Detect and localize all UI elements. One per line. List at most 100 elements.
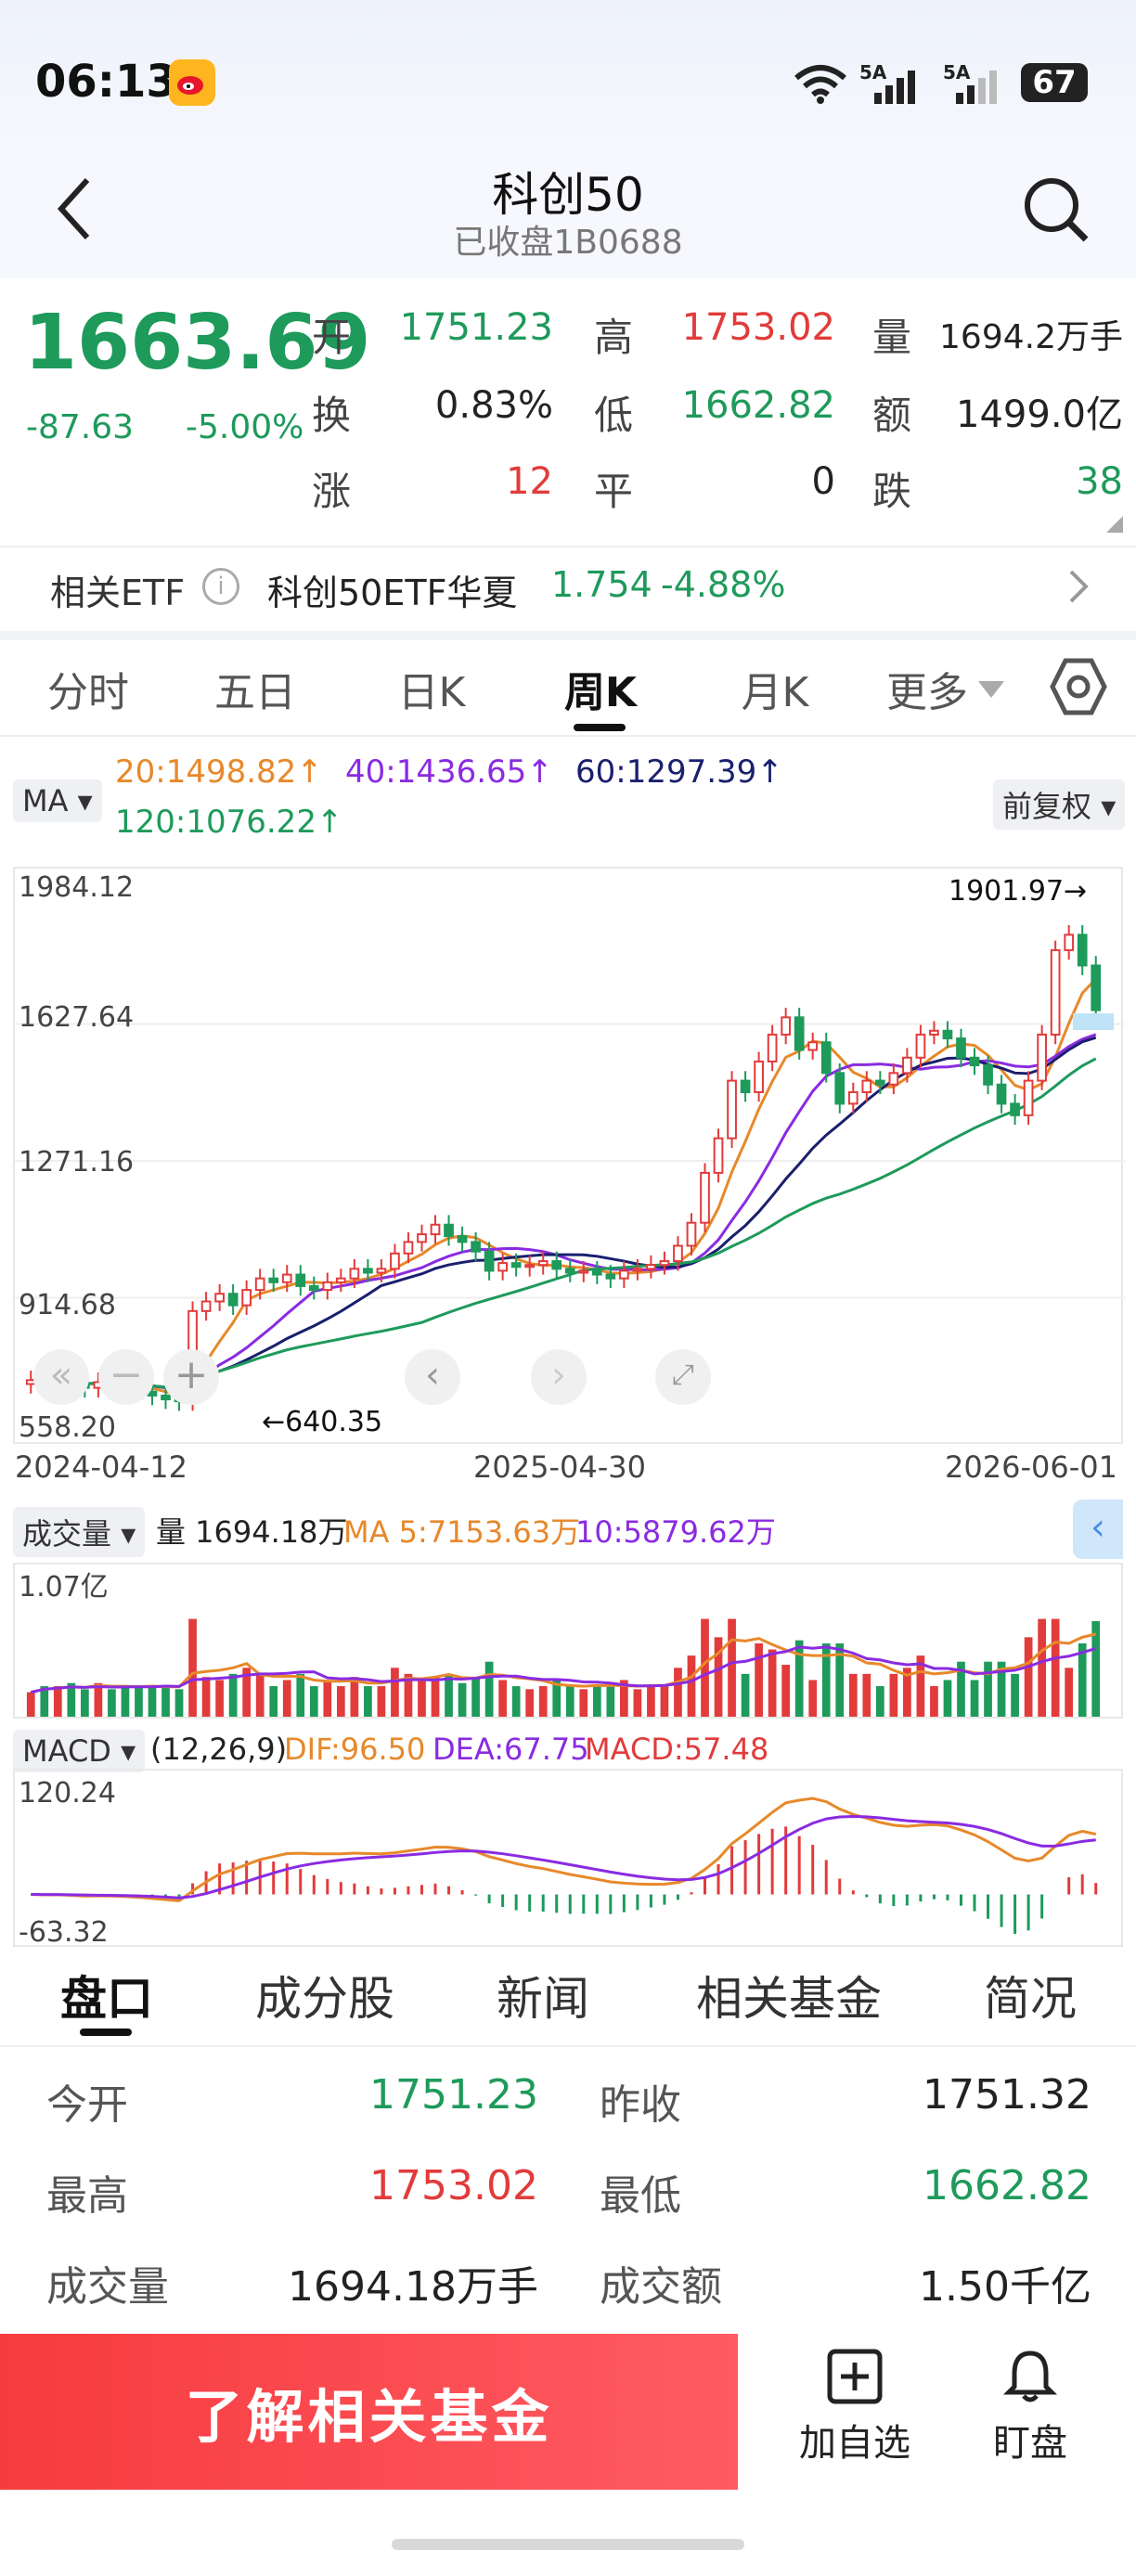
action-bar-right (738, 2334, 1136, 2490)
status-bar: 06:13 5A 5A 67 (0, 0, 1136, 158)
adjust-selector[interactable]: 前复权 ▾ (993, 779, 1126, 830)
tab-daily-k[interactable]: 日K (397, 669, 466, 716)
volume-bar (108, 1689, 116, 1717)
candle (1064, 934, 1075, 951)
settings-icon[interactable] (1049, 657, 1108, 720)
volume-bar (606, 1686, 615, 1717)
search-icon[interactable] (1021, 174, 1091, 249)
rewind-icon[interactable]: « (33, 1349, 89, 1405)
candle (363, 1268, 373, 1274)
volume-bar (794, 1640, 804, 1717)
volume-bar (741, 1673, 750, 1717)
back-icon[interactable] (56, 176, 93, 245)
indicator-selector[interactable]: MA ▾ (13, 779, 102, 822)
volume-bar (1038, 1618, 1046, 1717)
candle (335, 1277, 346, 1283)
volume-bar (135, 1686, 143, 1717)
macd-chart[interactable]: 120.24 -63.32 (13, 1769, 1123, 1949)
tab-overview[interactable]: 简况 (984, 1972, 1077, 2026)
candle (281, 1273, 292, 1283)
signal-label-2: 5A (943, 61, 971, 84)
collapse-panel-icon[interactable]: ‹ (1073, 1500, 1123, 1559)
volume-bar (579, 1689, 588, 1717)
dropdown-caret-icon[interactable] (978, 681, 1004, 698)
tab-monthly-k[interactable]: 月K (741, 669, 809, 716)
tab-handicap[interactable]: 盘口 (60, 1972, 153, 2026)
divider (0, 631, 1136, 640)
volume-bar (660, 1686, 669, 1717)
candle (619, 1269, 629, 1280)
tab-weekly-k[interactable]: 周K (563, 669, 638, 716)
tab-news[interactable]: 新闻 (497, 1972, 589, 2026)
candle (754, 1060, 764, 1094)
volume-bar (242, 1668, 252, 1717)
candle (200, 1300, 212, 1312)
volume-bar (633, 1689, 642, 1717)
candle (861, 1079, 872, 1094)
candle (740, 1079, 751, 1094)
etf-row[interactable]: 相关ETF i 科创50ETF华夏 1.754 -4.88% (0, 547, 1136, 631)
volume-bar (296, 1673, 305, 1717)
volume-bar (538, 1686, 548, 1717)
volume-bar (174, 1689, 184, 1717)
scroll-right-icon[interactable]: › (531, 1349, 587, 1405)
tab-constituents[interactable]: 成分股 (255, 1972, 394, 2026)
tab-more[interactable]: 更多 (886, 669, 968, 716)
volume-bar (848, 1673, 858, 1717)
home-indicator (392, 2539, 744, 2550)
quote-value-volume: 1694.2万手 (939, 318, 1123, 356)
tab-indicator (80, 2029, 132, 2036)
watch-button[interactable]: 盯盘 (965, 2348, 1095, 2478)
signal-label-1: 5A (859, 61, 887, 84)
info-value-open: 1751.23 (369, 2071, 538, 2119)
candle (969, 1056, 980, 1067)
volume-bar (418, 1680, 426, 1717)
signal-icon-1 (869, 67, 924, 108)
x-tick-2: 2025-04-30 (473, 1449, 646, 1485)
quote-label-down: 跌 (872, 469, 912, 514)
candle (564, 1268, 575, 1274)
learn-funds-button[interactable]: 了解相关基金 (0, 2334, 738, 2490)
volume-ma5-line (30, 1632, 1097, 1694)
dea-line (31, 1814, 1096, 1900)
etf-price: 1.754 (551, 564, 652, 605)
volume-top-tick: 1.07亿 (19, 1571, 109, 1604)
tab-related-funds[interactable]: 相关基金 (696, 1972, 882, 2026)
watch-label: 盯盘 (993, 2422, 1067, 2465)
candle (1091, 964, 1102, 1011)
fullscreen-icon[interactable]: ⤢ (655, 1349, 711, 1405)
tab-intraday[interactable]: 分时 (47, 669, 129, 716)
quote-label-high: 高 (594, 315, 634, 360)
info-icon[interactable]: i (202, 568, 239, 605)
volume-bar (1051, 1618, 1060, 1717)
volume-bar (728, 1618, 736, 1717)
candle (457, 1235, 468, 1243)
macd-top-tick: 120.24 (19, 1777, 116, 1810)
macd-selector[interactable]: MACD ▾ (13, 1730, 146, 1772)
header: 科创50 已收盘1B0688 (0, 139, 1136, 278)
candle (807, 1041, 819, 1051)
kline-chart[interactable]: 1984.12 1627.64 1271.16 914.68 558.20 19… (13, 867, 1125, 1444)
quote-label-volume: 量 (872, 315, 912, 360)
volume-chart[interactable]: 1.07亿 (13, 1563, 1123, 1719)
zoom-out-icon[interactable]: − (98, 1349, 154, 1405)
bell-icon (1002, 2351, 1058, 2402)
candle (551, 1260, 562, 1270)
divider (0, 546, 1136, 547)
info-value-prev-close: 1751.32 (923, 2071, 1091, 2119)
quote-label-flat: 平 (594, 469, 634, 514)
candle (484, 1250, 495, 1272)
volume-selector[interactable]: 成交量 ▾ (13, 1507, 146, 1557)
quote-value-up: 12 (506, 460, 553, 503)
tab-five-day[interactable]: 五日 (214, 669, 296, 716)
volume-bar (431, 1677, 440, 1717)
scroll-left-icon[interactable]: ‹ (405, 1349, 460, 1405)
add-watchlist-button[interactable]: 加自选 (785, 2348, 924, 2478)
volume-bar (821, 1642, 831, 1717)
ma20-value: 20:1498.82↑ (115, 753, 323, 791)
expand-corner-icon[interactable] (1106, 516, 1123, 533)
info-tabs: 盘口 成分股 新闻 相关基金 简况 (0, 1952, 1136, 2045)
volume-bar (215, 1680, 224, 1717)
zoom-in-icon[interactable]: + (163, 1349, 219, 1405)
y-tick-2: 1627.64 (19, 1001, 134, 1034)
